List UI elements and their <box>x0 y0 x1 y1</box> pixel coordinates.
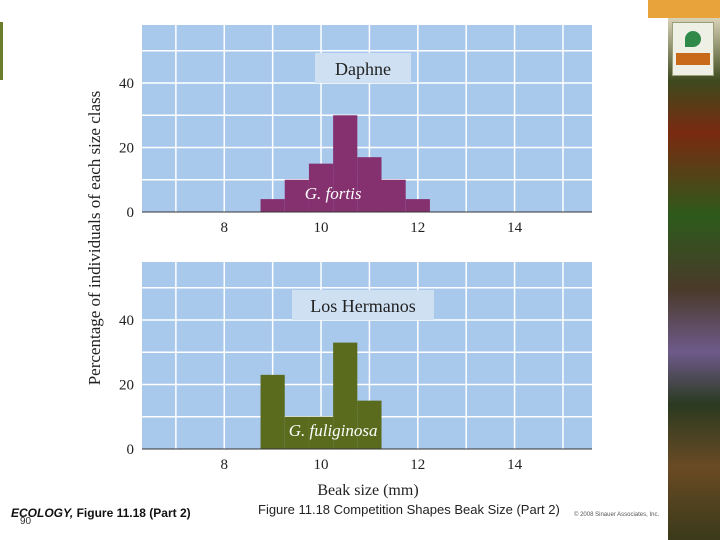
slide-number: 90 <box>20 516 32 527</box>
panel-2-histogram-bar <box>260 374 285 449</box>
panel-2-y-tick-label: 0 <box>127 442 135 458</box>
figure-caption: Figure 11.18 Competition Shapes Beak Siz… <box>258 502 560 517</box>
panel-2-y-tick-label: 20 <box>119 378 134 394</box>
panel-2-x-tick-label: 10 <box>314 457 329 473</box>
panel-2-x-tick-label: 14 <box>507 457 523 473</box>
panel-2-site-label: Los Hermanos <box>310 296 415 316</box>
panel-2-site-label-box <box>292 290 434 320</box>
panel-1-histogram-bar <box>260 199 285 212</box>
panel-2-histogram-bar <box>308 416 334 449</box>
panel-1-histogram-bar <box>284 179 309 212</box>
top-accent-bar <box>648 0 720 18</box>
panel-1-histogram-bar <box>357 157 382 212</box>
left-accent-bar <box>0 22 3 80</box>
panel-1-histogram-bar <box>333 115 358 212</box>
panel-2-histogram-bar <box>357 400 382 449</box>
panel-2-histogram-bar <box>284 416 309 449</box>
figure-reference: Figure 11.18 (Part 2) <box>76 506 191 520</box>
panel-1-y-tick-label: 20 <box>119 141 134 157</box>
panel-2-y-tick-label: 40 <box>119 313 134 329</box>
figure-credit: ECOLOGY, Figure 11.18 (Part 2) <box>11 506 191 520</box>
panel-2-species-label: G. fuliginosa <box>289 421 378 440</box>
panel-2-histogram-bar <box>333 342 358 449</box>
panel-1-x-tick-label: 12 <box>410 220 425 236</box>
panel-2-x-tick-label: 12 <box>410 457 425 473</box>
book-title: ECOLOGY, <box>11 506 74 520</box>
panel-1-histogram-bar <box>308 163 334 212</box>
panel-1-y-tick-label: 40 <box>119 76 134 92</box>
institution-logo <box>672 22 714 76</box>
panel-1-x-tick-label: 14 <box>507 220 523 236</box>
panel-1-x-tick-label: 10 <box>314 220 329 236</box>
panel-1-site-label: Daphne <box>335 59 391 79</box>
x-axis-label: Beak size (mm) <box>317 482 418 499</box>
panel-1-y-tick-label: 0 <box>127 205 135 221</box>
decorative-photo-strip <box>668 18 720 540</box>
y-axis-label: Percentage of individuals of each size c… <box>85 91 104 386</box>
leaf-icon <box>685 31 701 47</box>
panel-2-x-tick-label: 8 <box>221 457 229 473</box>
panel-1-site-label-box <box>315 53 411 83</box>
panel-1-x-tick-label: 8 <box>221 220 229 236</box>
panel-1-species-label: G. fortis <box>305 184 362 203</box>
logo-band <box>676 53 710 65</box>
copyright-notice: © 2008 Sinauer Associates, Inc. <box>574 512 660 518</box>
panel-1-histogram-bar <box>381 179 406 212</box>
panel-1-histogram-bar <box>405 199 430 212</box>
